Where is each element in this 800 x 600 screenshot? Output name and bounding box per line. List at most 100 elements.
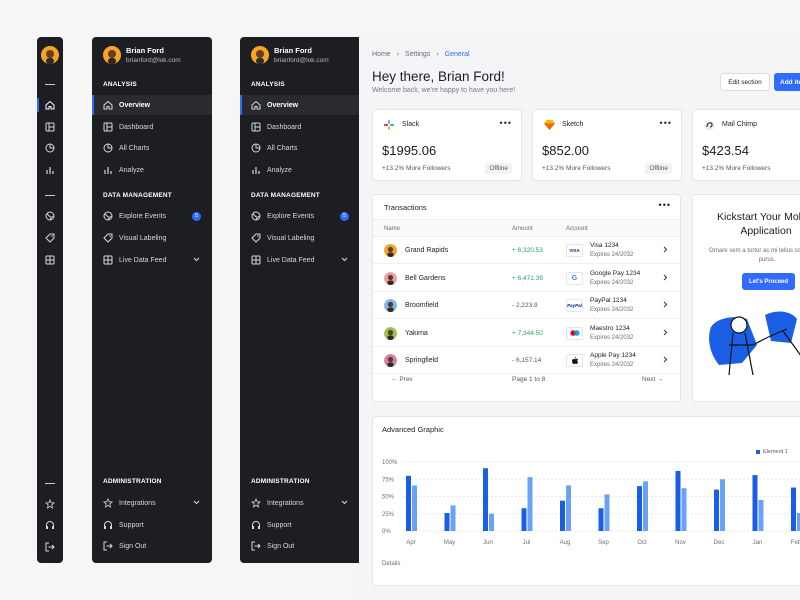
details-label: Details — [382, 561, 401, 567]
row-amount: - 6,157.14 — [512, 357, 542, 364]
avatar[interactable] — [41, 46, 59, 64]
avatar — [384, 326, 397, 340]
sidebar-item-all-charts[interactable]: All Charts — [92, 138, 212, 158]
sidebar-item-label: All Charts — [267, 144, 298, 152]
column-amount[interactable]: Amount — [512, 226, 533, 232]
user-email: brianford@lok.com — [126, 57, 181, 64]
next-button[interactable]: Next → — [642, 376, 664, 383]
user-name: Brian Ford — [126, 46, 164, 55]
sidebar-item-sign-out[interactable]: Sign Out — [240, 536, 360, 556]
more-icon[interactable]: ••• — [659, 118, 672, 128]
lets-proceed-button[interactable]: Let's Proceed — [742, 273, 795, 290]
chart-legend: Element 1 — [756, 449, 788, 455]
star-icon — [251, 498, 261, 508]
sidebar-item-dashboard[interactable]: Dashboard — [92, 117, 212, 137]
section-title: ANALYSIS — [103, 81, 137, 88]
tag-icon[interactable] — [41, 229, 59, 247]
chevron-right-icon[interactable] — [663, 329, 668, 338]
sidebar-item-integrations[interactable]: Integrations — [240, 493, 360, 513]
table-row[interactable]: Springfield - 6,157.14 Apple Pay 1234 Expir… — [373, 347, 680, 374]
sidebar-item-label: Overview — [119, 101, 151, 109]
table-row[interactable]: Yakima + 7,344.50 Maestro 1234 Expires 24/2… — [373, 320, 680, 347]
row-amount: + 6,320.53 — [512, 247, 543, 254]
breadcrumb-home[interactable]: Home — [372, 51, 391, 58]
stat-card-sketch[interactable]: Sketch ••• $852.00 +13.2% More Followers… — [532, 109, 682, 181]
chevron-right-icon[interactable] — [663, 356, 668, 365]
chevron-down-icon[interactable] — [193, 257, 200, 264]
pie-chart-icon[interactable] — [41, 139, 59, 157]
sidebar-item-label: Visual Labeling — [119, 234, 167, 242]
bar — [752, 475, 758, 531]
grid-icon[interactable] — [41, 251, 59, 269]
table-row[interactable]: Grand Rapids + 6,320.53 VISA Visa 1234 Expir… — [373, 237, 680, 264]
user-profile[interactable]: Brian Ford brianford@lok.com — [103, 46, 181, 64]
breadcrumb-settings[interactable]: Settings — [405, 51, 431, 58]
chevron-right-icon[interactable] — [663, 301, 668, 310]
sidebar-item-label: Explore Events — [119, 212, 167, 220]
dashboard-icon[interactable] — [41, 118, 59, 136]
column-name[interactable]: Name — [384, 226, 401, 232]
user-profile[interactable]: Brian Ford brianford@lok.com — [251, 46, 329, 64]
sidebar-item-label: Overview — [267, 101, 299, 109]
sidebar-item-sign-out[interactable]: Sign Out — [92, 536, 212, 556]
star-icon[interactable] — [41, 495, 59, 513]
sidebar-item-explore-events[interactable]: Explore Events 5 — [240, 206, 360, 226]
table-row[interactable]: Bell Gardens + 6,471.39 G Google Pay 1234 Ex… — [373, 265, 680, 292]
illustration — [709, 311, 800, 376]
sidebar-item-visual-labeling[interactable]: Visual Labeling — [240, 228, 360, 248]
bar — [598, 508, 604, 531]
payment-brand-icon: VISA — [566, 244, 583, 257]
stat-amount: $423.54 — [702, 143, 749, 158]
section-title: ADMINISTRATION — [103, 478, 162, 485]
payment-brand-icon — [566, 326, 583, 340]
sidebar-item-explore-events[interactable]: Explore Events 5 — [92, 206, 212, 226]
user-email: brianford@lok.com — [274, 57, 329, 64]
add-item-button[interactable]: Add item — [774, 73, 800, 91]
sidebar-item-integrations[interactable]: Integrations — [92, 493, 212, 513]
stat-followers: +13.2% More Followers — [542, 165, 611, 172]
chevron-down-icon[interactable] — [193, 500, 200, 507]
more-icon[interactable]: ••• — [658, 200, 671, 210]
row-name: Springfield — [405, 357, 439, 364]
row-account: Apple Pay 1234 — [590, 352, 636, 359]
chart-card: Advanced Graphic Element 1 0% 25% 50% 75% 10… — [372, 416, 800, 586]
table-row[interactable]: Broomfield - 2,223.9 PayPal PayPal 1234 Expi… — [373, 292, 680, 319]
stat-card-mailchimp[interactable]: Mail Chimp $423.54 +13.2% More Followers — [692, 109, 800, 181]
bar — [483, 468, 488, 531]
bar — [643, 481, 648, 531]
sidebar-item-analyze[interactable]: Analyze — [240, 160, 360, 180]
legend-swatch — [756, 450, 760, 454]
row-expires: Expires 24/2032 — [590, 307, 634, 313]
edit-section-button[interactable]: Edit section — [720, 73, 770, 91]
stat-card-slack[interactable]: Slack ••• $1995.06 +13.2% More Followers… — [372, 109, 522, 181]
sidebar-item-live-data-feed[interactable]: Live Data Feed — [240, 250, 360, 270]
breadcrumb-general[interactable]: General — [444, 51, 470, 58]
headphones-icon[interactable] — [41, 516, 59, 534]
bar — [566, 485, 571, 531]
sidebar-item-overview[interactable]: Overview — [240, 95, 360, 115]
chevron-down-icon[interactable] — [341, 500, 348, 507]
sidebar-item-analyze[interactable]: Analyze — [92, 160, 212, 180]
prev-button[interactable]: ← Prev — [391, 376, 413, 383]
sidebar-item-all-charts[interactable]: All Charts — [240, 138, 360, 158]
kickstart-card: Kickstart Your Mobile Application Ornare… — [692, 194, 800, 402]
transactions-card: Transactions ••• Name Amount Account Gra… — [372, 194, 681, 402]
sign-out-icon[interactable] — [41, 538, 59, 556]
chevron-down-icon[interactable] — [341, 257, 348, 264]
sidebar-item-live-data-feed[interactable]: Live Data Feed — [92, 250, 212, 270]
chevron-right-icon[interactable] — [663, 274, 668, 283]
sidebar-item-support[interactable]: Support — [92, 515, 212, 535]
bar-chart-icon[interactable] — [41, 161, 59, 179]
more-icon[interactable]: ••• — [499, 118, 512, 128]
home-icon[interactable] — [37, 96, 59, 114]
sidebar-item-dashboard[interactable]: Dashboard — [240, 117, 360, 137]
sidebar-item-support[interactable]: Support — [240, 515, 360, 535]
chevron-right-icon[interactable] — [663, 246, 668, 255]
headphones-icon — [251, 520, 261, 530]
sidebar-item-overview[interactable]: Overview — [92, 95, 212, 115]
bar — [450, 505, 456, 531]
column-account[interactable]: Account — [566, 226, 588, 232]
globe-icon[interactable] — [41, 207, 59, 225]
sidebar-item-visual-labeling[interactable]: Visual Labeling — [92, 228, 212, 248]
count-badge: 5 — [192, 211, 201, 221]
